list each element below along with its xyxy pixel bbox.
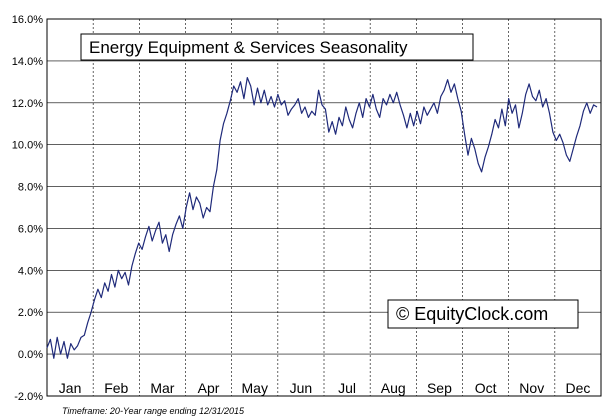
y-axis-ticks: 16.0% 14.0% 12.0% 10.0% 8.0% 6.0% 4.0% 2.0% 0.0%…: [12, 14, 43, 403]
x-tick-label: Dec: [565, 380, 590, 396]
y-tick-label: 10.0%: [12, 140, 43, 152]
x-tick-label: Nov: [519, 380, 544, 396]
x-tick-label: May: [242, 380, 268, 396]
y-tick-label: -2.0%: [14, 391, 43, 403]
y-tick-label: 2.0%: [18, 307, 43, 319]
x-tick-label: Jan: [59, 380, 82, 396]
series-line-layer: [46, 76, 598, 359]
y-tick-label: 14.0%: [12, 56, 43, 68]
y-tick-label: 0.0%: [18, 349, 43, 361]
x-axis-ticks: Jan Feb Mar Apr May Jun Jul Aug Sep Oct Nov Dec: [59, 380, 591, 396]
timeframe-footnote: Timeframe: 20-Year range ending 12/31/20…: [62, 406, 245, 416]
y-tick-label: 16.0%: [12, 14, 43, 26]
chart-title: Energy Equipment & Services Seasonality: [89, 38, 408, 57]
x-tick-label: Jun: [290, 380, 313, 396]
grid-layer: [46, 18, 602, 397]
x-tick-label: Sep: [427, 380, 452, 396]
series-line: [46, 76, 598, 359]
y-tick-label: 4.0%: [18, 265, 43, 277]
y-tick-label: 8.0%: [18, 182, 43, 194]
x-tick-label: Aug: [381, 380, 406, 396]
chart-title-box: Energy Equipment & Services Seasonality: [80, 33, 474, 61]
x-tick-label: Feb: [104, 380, 128, 396]
watermark-box: © EquityClock.com: [387, 299, 579, 329]
y-tick-label: 6.0%: [18, 223, 43, 235]
watermark-text: © EquityClock.com: [396, 304, 548, 324]
x-tick-label: Jul: [338, 380, 356, 396]
x-tick-label: Apr: [198, 380, 220, 396]
x-tick-label: Mar: [150, 380, 174, 396]
x-tick-label: Oct: [475, 380, 497, 396]
y-tick-label: 12.0%: [12, 98, 43, 110]
